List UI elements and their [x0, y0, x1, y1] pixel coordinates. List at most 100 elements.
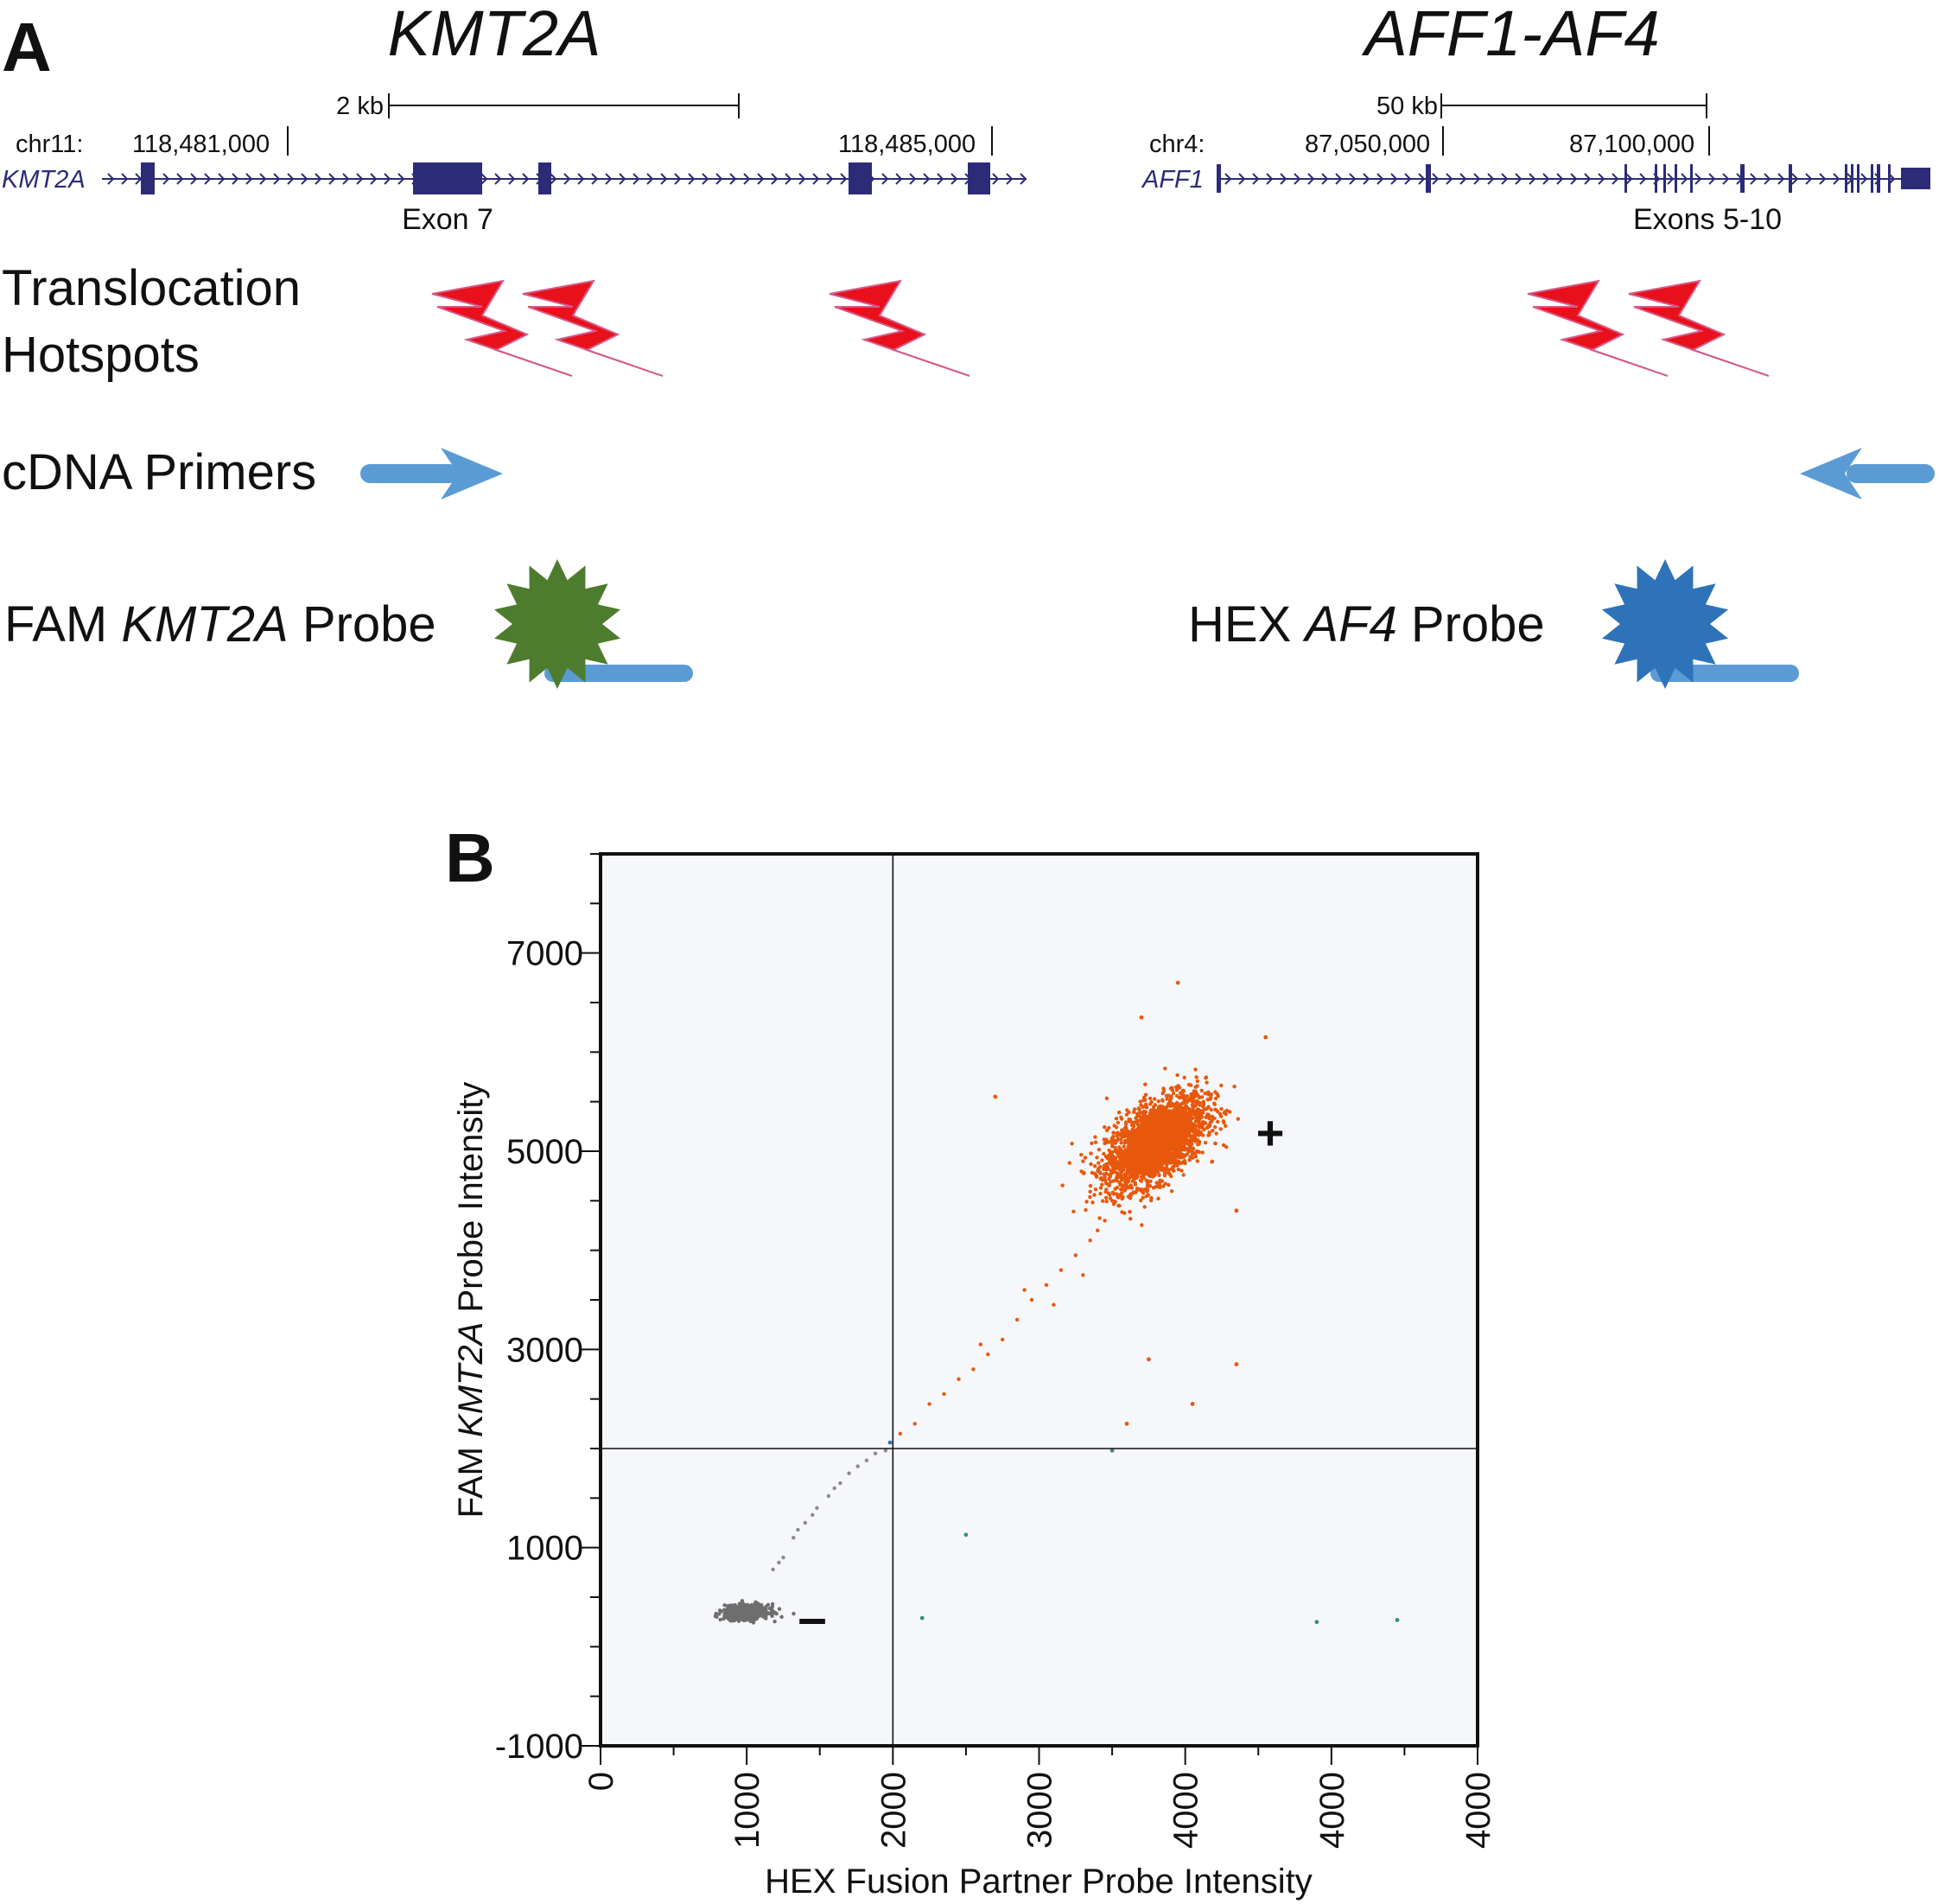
data-point: [1178, 1137, 1182, 1143]
data-point: [1103, 1154, 1109, 1159]
data-point: [1153, 1118, 1158, 1123]
data-point: [777, 1560, 781, 1565]
data-point: [1083, 1156, 1088, 1160]
data-point: [1180, 1091, 1185, 1095]
data-point: [771, 1567, 775, 1572]
data-point: [1182, 1161, 1186, 1165]
data-point: [1193, 1154, 1198, 1159]
data-point: [1136, 1146, 1141, 1150]
data-point: [1089, 1162, 1093, 1167]
data-point: [1195, 1159, 1200, 1163]
data-point: [726, 1611, 731, 1615]
data-point: [1128, 1175, 1133, 1179]
data-point: [1167, 1093, 1171, 1098]
data-point: [1114, 1125, 1119, 1130]
hotspot-bolt-icon: [431, 279, 573, 377]
data-point: [1170, 1115, 1174, 1119]
data-point: [1088, 1189, 1092, 1194]
data-point: [1166, 1129, 1170, 1134]
data-point: [1167, 1124, 1171, 1129]
x-tick-label: 3000: [1021, 1772, 1059, 1849]
data-point: [1113, 1140, 1117, 1144]
data-point: [1125, 1150, 1129, 1155]
data-point: [1138, 1164, 1143, 1169]
data-point: [1107, 1148, 1111, 1153]
data-point: [838, 1481, 842, 1486]
data-point: [1117, 1110, 1122, 1115]
data-point: [744, 1614, 749, 1619]
data-point: [1192, 1090, 1197, 1094]
data-point: [1128, 1183, 1133, 1188]
data-point: [1088, 1194, 1092, 1200]
data-point: [759, 1614, 763, 1618]
data-point: [1263, 1035, 1268, 1040]
data-point: [1189, 1136, 1194, 1141]
hex-probe: [1601, 559, 1799, 689]
data-point: [748, 1611, 753, 1615]
data-point: [1120, 1196, 1124, 1201]
data-point: [1138, 1139, 1143, 1143]
data-point: [1194, 1075, 1198, 1079]
data-point: [1182, 1075, 1186, 1080]
data-point: [1154, 1185, 1158, 1189]
data-point: [1127, 1169, 1131, 1174]
data-point: [1147, 1169, 1152, 1174]
data-point: [1120, 1156, 1125, 1160]
data-point: [1134, 1146, 1138, 1151]
data-point: [1199, 1088, 1205, 1093]
data-point: [1191, 1127, 1196, 1132]
data-point: [1169, 1189, 1174, 1194]
data-point: [1093, 1187, 1098, 1192]
data-point: [1171, 1091, 1176, 1096]
data-point: [791, 1611, 796, 1616]
data-point: [1135, 1134, 1139, 1138]
data-point: [717, 1612, 722, 1616]
data-point: [1140, 1223, 1144, 1227]
data-point: [756, 1602, 760, 1606]
data-point: [1114, 1117, 1119, 1121]
data-point: [1221, 1143, 1226, 1148]
data-point: [1160, 1098, 1165, 1103]
data-point: [898, 1431, 903, 1436]
data-point: [887, 1440, 893, 1445]
x-tick-label: 0: [582, 1772, 620, 1791]
data-point: [1116, 1175, 1121, 1180]
data-point: [1100, 1158, 1104, 1162]
x-axis-title: HEX Fusion Partner Probe Intensity: [765, 1863, 1313, 1901]
data-point: [1052, 1302, 1056, 1307]
data-point: [1199, 1111, 1204, 1116]
data-point: [1186, 1121, 1192, 1125]
data-point: [1167, 1182, 1171, 1188]
trail-points: [771, 1179, 1144, 1572]
data-point: [1190, 1402, 1195, 1406]
data-point: [1097, 1169, 1102, 1175]
data-point: [1090, 1200, 1095, 1205]
data-point: [1224, 1111, 1228, 1117]
data-point: [1150, 1146, 1154, 1150]
data-point: [847, 1471, 851, 1475]
coord-left-2: 118,485,000: [838, 131, 976, 158]
data-point: [1081, 1159, 1085, 1163]
data-point: [1314, 1620, 1319, 1625]
data-point: [727, 1614, 732, 1619]
data-point: [1177, 1112, 1181, 1117]
data-point: [1180, 1093, 1186, 1098]
data-point: [1044, 1283, 1049, 1288]
data-point: [1179, 1126, 1183, 1130]
data-point: [1139, 1015, 1144, 1020]
data-point: [753, 1603, 757, 1608]
hex-probe-label: HEX AF4 Probe: [1188, 596, 1545, 653]
data-point: [1133, 1171, 1137, 1175]
data-point: [1104, 1096, 1109, 1101]
data-point: [1144, 1137, 1149, 1142]
data-point: [1214, 1131, 1218, 1136]
data-point: [1198, 1103, 1202, 1107]
data-point: [1195, 1084, 1199, 1088]
data-point: [1210, 1159, 1215, 1164]
data-point: [1119, 1137, 1123, 1142]
x-tick-label: 4000: [1313, 1772, 1351, 1849]
data-point: [1175, 980, 1180, 985]
exon-label-left: Exon 7: [402, 203, 493, 236]
data-point: [1093, 1164, 1097, 1169]
